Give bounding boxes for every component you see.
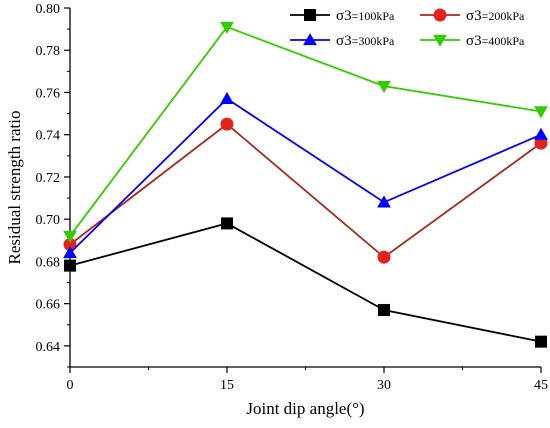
- legend-entry: σ3=200kPa: [420, 8, 525, 24]
- x-tick-label: 15: [220, 378, 234, 393]
- data-point: [534, 136, 548, 150]
- x-tick-label: 0: [67, 378, 74, 393]
- data-point: [304, 9, 316, 21]
- series-line: [69, 122, 542, 259]
- data-point: [534, 127, 548, 140]
- y-tick-label: 0.70: [36, 213, 61, 228]
- y-tick-label: 0.64: [36, 340, 61, 355]
- axes: 0.64 0.66 0.68 0.70 0.72 0.74 0.76 0.78 0.80 0 15 3…: [36, 2, 549, 393]
- series-2: [63, 117, 548, 264]
- legend-label: σ3=100kPa: [336, 8, 395, 24]
- y-tick-label: 0.66: [36, 298, 61, 313]
- x-tick-label: 45: [534, 378, 548, 393]
- data-point: [220, 21, 234, 34]
- series-4: [63, 21, 548, 243]
- y-axis-title: Residual strength ratio: [5, 111, 24, 265]
- data-point: [377, 250, 391, 264]
- data-point: [221, 217, 233, 230]
- y-tick-label: 0.76: [36, 86, 61, 101]
- y-tick-label: 0.78: [36, 44, 61, 59]
- series-layer: [63, 21, 548, 348]
- data-point: [220, 91, 234, 104]
- series-line: [69, 222, 542, 343]
- data-point: [377, 195, 391, 208]
- x-axis-title: Joint dip angle(°): [246, 399, 364, 418]
- data-point: [63, 246, 77, 259]
- series-line: [69, 97, 542, 254]
- series-3: [63, 91, 548, 259]
- legend: σ3=100kPa σ3=200kPa σ3=300kPa σ3=400kPa: [290, 8, 525, 49]
- data-point: [534, 106, 548, 119]
- data-point: [303, 33, 317, 46]
- legend-label: σ3=300kPa: [336, 33, 395, 49]
- y-tick-label: 0.80: [36, 2, 61, 17]
- data-point: [220, 117, 234, 131]
- series-line: [69, 25, 542, 237]
- legend-entry: σ3=300kPa: [290, 33, 395, 49]
- y-tick-label: 0.72: [36, 171, 61, 186]
- data-point: [433, 34, 447, 47]
- data-point: [535, 335, 547, 348]
- data-point: [64, 259, 76, 272]
- legend-entry: σ3=100kPa: [290, 8, 395, 24]
- data-point: [378, 303, 390, 316]
- data-point: [63, 238, 77, 252]
- y-tick-label: 0.74: [36, 129, 61, 144]
- x-tick-label: 30: [377, 378, 391, 393]
- y-tick-label: 0.68: [36, 255, 61, 270]
- legend-entry: σ3=400kPa: [420, 33, 525, 49]
- data-point: [433, 8, 447, 22]
- legend-label: σ3=200kPa: [466, 8, 525, 24]
- series-1: [64, 217, 547, 348]
- data-point: [63, 230, 77, 243]
- legend-label: σ3=400kPa: [466, 33, 525, 49]
- data-point: [377, 80, 391, 94]
